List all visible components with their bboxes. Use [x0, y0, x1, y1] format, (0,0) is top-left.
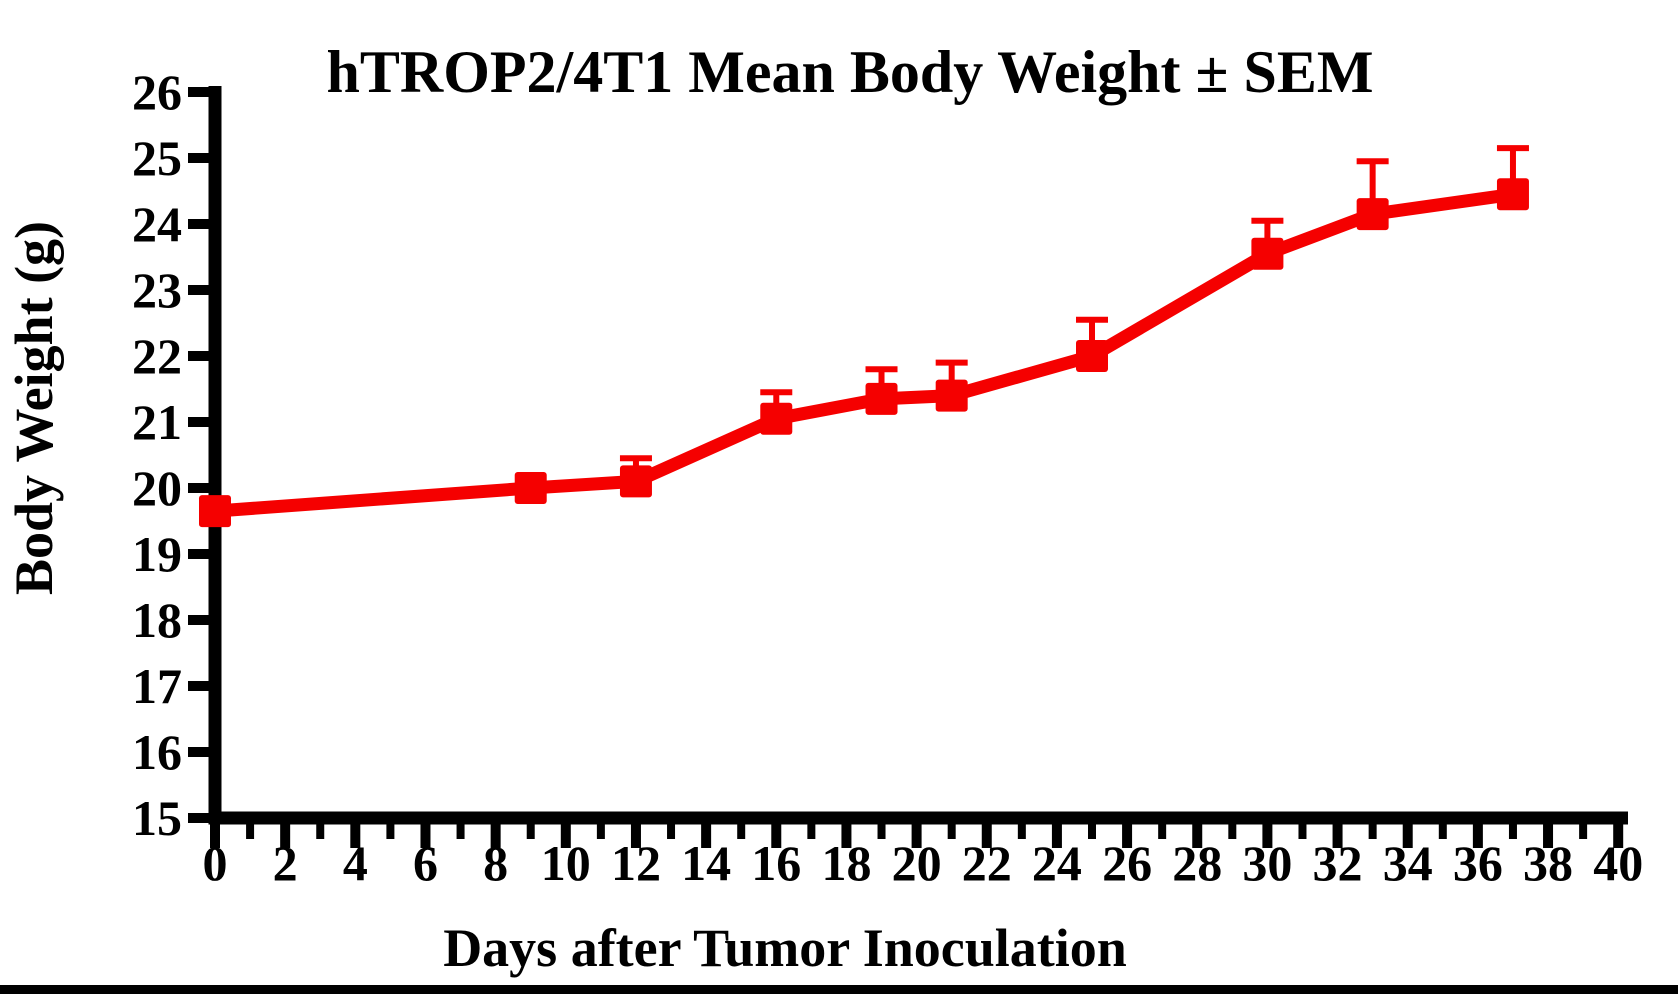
x-tick-label: 24 [1032, 835, 1082, 891]
chart-title: hTROP2/4T1 Mean Body Weight ± SEM [327, 39, 1374, 105]
series-line [214, 187, 1514, 518]
x-tick-label: 32 [1313, 835, 1363, 891]
y-tick-label: 26 [132, 64, 182, 120]
data-point-marker [935, 379, 968, 412]
y-tick-label: 19 [132, 526, 182, 582]
y-tick-label: 20 [132, 460, 182, 516]
x-tick-label: 28 [1172, 835, 1222, 891]
y-tick-label: 18 [132, 592, 182, 648]
y-axis-title: Body Weight (g) [4, 221, 64, 595]
y-tick-label: 17 [132, 658, 182, 714]
data-point-marker [1251, 237, 1284, 270]
x-tick-label: 36 [1453, 835, 1503, 891]
x-tick-label: 18 [821, 835, 871, 891]
data-point-marker [865, 382, 898, 415]
y-tick-label: 24 [132, 196, 182, 252]
bottom-border-bar [0, 985, 1678, 994]
x-tick-label: 6 [413, 835, 438, 891]
y-tick-label: 22 [132, 328, 182, 384]
y-tick-label: 23 [132, 262, 182, 318]
y-tick-label: 25 [132, 130, 182, 186]
x-tick-label: 2 [273, 835, 298, 891]
y-tick-label: 16 [132, 724, 182, 780]
x-tick-label: 14 [681, 835, 731, 891]
x-tick-label: 30 [1242, 835, 1292, 891]
data-point-marker [514, 472, 547, 504]
y-tick-label: 15 [132, 790, 182, 846]
x-axis-title: Days after Tumor Inoculation [443, 918, 1127, 978]
x-tick-label: 0 [203, 835, 228, 891]
x-tick-label: 34 [1383, 835, 1433, 891]
x-tick-label: 4 [343, 835, 368, 891]
x-tick-label: 22 [962, 835, 1012, 891]
y-tick-label: 21 [132, 394, 182, 450]
x-tick-label: 16 [751, 835, 801, 891]
x-tick-label: 26 [1102, 835, 1152, 891]
x-tick-label: 8 [483, 835, 508, 891]
x-tick-label: 38 [1523, 835, 1573, 891]
data-point-marker [619, 465, 652, 498]
data-point-marker [760, 402, 793, 435]
x-tick-label: 20 [892, 835, 942, 891]
x-tick-label: 10 [541, 835, 591, 891]
data-point-marker [1496, 178, 1529, 211]
x-tick-label: 12 [611, 835, 661, 891]
data-point-marker [1076, 340, 1108, 372]
data-point-marker [1356, 198, 1389, 231]
x-tick-label: 40 [1593, 835, 1643, 891]
data-point-marker [199, 495, 231, 528]
